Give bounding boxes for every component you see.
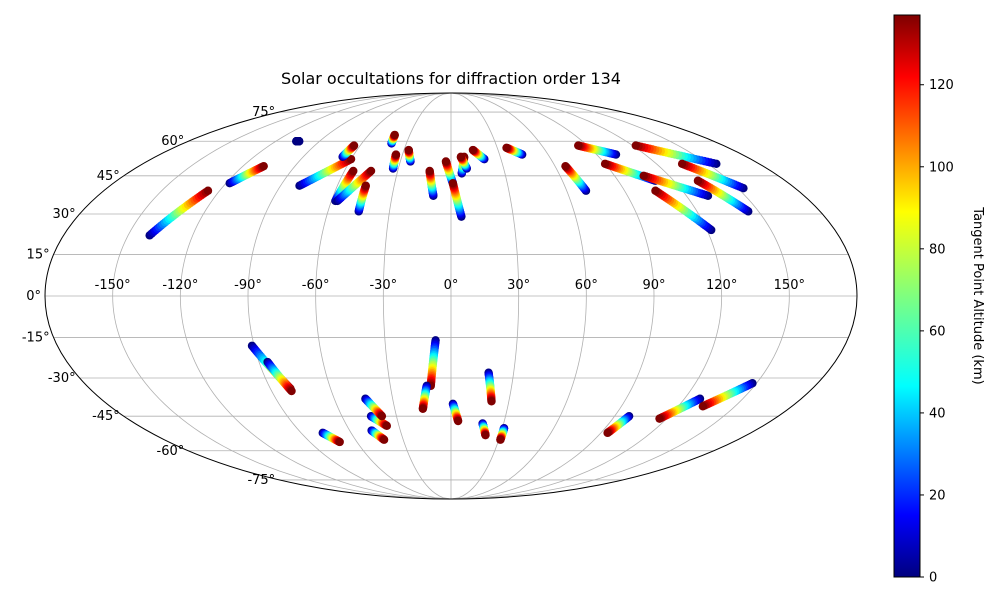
occultation-point (448, 179, 458, 188)
occultation-point (361, 181, 370, 190)
y-tick-label: -60° (157, 444, 185, 459)
grid-meridian (315, 92, 452, 500)
grid-meridian (247, 92, 452, 500)
occultation-point (349, 166, 358, 176)
colorbar-tick-label: 60 (929, 324, 946, 339)
occultation-point (295, 137, 304, 146)
occultation-point (502, 143, 511, 152)
occultation-point (349, 141, 359, 150)
grid-meridian (450, 92, 587, 500)
x-tick-label: -150° (95, 278, 131, 293)
occultation-point (382, 421, 392, 431)
occultation-point (425, 166, 434, 176)
colorbar-tick-label: 20 (929, 488, 946, 503)
x-tick-label: 120° (706, 278, 737, 293)
occultation-point (366, 166, 376, 176)
x-tick-labels: -150° -120° -90° -60° -30° 0° 30° 60° 90° 120° 150… (95, 278, 805, 293)
occultation-point (441, 157, 451, 166)
grid-meridian (112, 92, 452, 500)
y-tick-label: 75° (252, 105, 275, 120)
occultation-point (487, 397, 496, 406)
y-tick-label: 0° (26, 289, 41, 304)
occultation-point (404, 145, 413, 155)
x-tick-label: -90° (234, 278, 262, 293)
occultation-point (468, 145, 478, 155)
x-tick-label: -120° (162, 278, 198, 293)
colorbar-label: Tangent Point Altitude (km) (970, 206, 985, 384)
grid-meridian (450, 92, 655, 500)
x-tick-label: 0° (444, 278, 459, 293)
occultation-point (600, 159, 610, 169)
y-tick-label: -45° (92, 409, 120, 424)
x-tick-label: 150° (774, 278, 805, 293)
occultation-point (651, 186, 660, 195)
y-tick-label: -75° (247, 473, 275, 488)
colorbar-ticks: 0 20 40 60 80 100 120 (920, 78, 954, 586)
colorbar-tick-label: 40 (929, 406, 946, 421)
y-tick-label: 60° (161, 134, 184, 149)
grid-meridian (450, 92, 790, 500)
y-tick-label: 45° (97, 169, 120, 184)
occultation-point (698, 402, 708, 411)
occultation-point (655, 414, 664, 423)
occultation-point (453, 416, 463, 426)
grid (45, 92, 857, 500)
x-tick-label: -30° (369, 278, 397, 293)
occultation-point (639, 171, 648, 181)
y-tick-label: -30° (48, 371, 76, 386)
chart-title: Solar occultations for diffraction order… (281, 69, 621, 88)
y-tick-label: -15° (22, 331, 50, 346)
x-tick-label: 30° (507, 278, 530, 293)
occultation-point (481, 430, 490, 440)
occultation-point (561, 161, 570, 171)
y-tick-labels: 75° 60° 45° 30° 15° 0° -15° -30° -45° -60° -75° (22, 105, 275, 488)
grid-meridian (382, 92, 452, 500)
occultation-point (456, 152, 466, 162)
grid-meridian (450, 92, 520, 500)
grid-meridian (179, 92, 452, 500)
occultation-point (335, 437, 344, 447)
occultation-point (379, 435, 389, 444)
x-tick-label: 90° (642, 278, 665, 293)
occultation-point (574, 141, 583, 150)
colorbar-tick-label: 80 (929, 242, 946, 257)
occultation-point (346, 154, 356, 164)
colorbar-tick-label: 0 (929, 571, 937, 586)
grid-meridian (450, 92, 723, 500)
x-tick-label: -60° (302, 278, 330, 293)
occultation-point (391, 150, 401, 159)
colorbar (893, 14, 921, 578)
data-points (145, 130, 757, 447)
occultation-point (693, 176, 703, 185)
occultation-point (377, 411, 387, 421)
y-tick-label: 30° (53, 207, 76, 222)
occultation-point (287, 386, 296, 396)
occultation-point (603, 428, 612, 438)
occultation-point (203, 186, 213, 195)
occultation-point (259, 161, 268, 171)
occultation-point (390, 130, 399, 140)
y-tick-label: 15° (27, 247, 50, 262)
occultation-point (631, 141, 640, 150)
x-tick-label: 60° (575, 278, 598, 293)
map-boundary (44, 92, 858, 500)
occultation-point (496, 435, 505, 444)
colorbar-tick-label: 100 (929, 160, 954, 175)
occultation-point (418, 404, 428, 413)
occultation-point (677, 159, 687, 169)
colorbar-tick-label: 120 (929, 78, 954, 93)
